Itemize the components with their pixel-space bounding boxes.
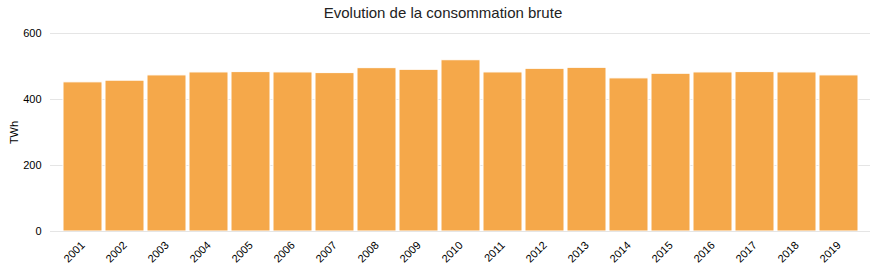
svg-text:2005: 2005 <box>229 239 255 265</box>
svg-text:2003: 2003 <box>145 239 171 265</box>
svg-text:2011: 2011 <box>482 239 507 264</box>
svg-text:2008: 2008 <box>355 239 381 265</box>
svg-text:2012: 2012 <box>523 239 549 265</box>
svg-text:2018: 2018 <box>775 239 801 265</box>
svg-text:2014: 2014 <box>607 239 633 265</box>
svg-text:2013: 2013 <box>565 239 591 265</box>
svg-text:2007: 2007 <box>313 239 339 265</box>
svg-text:2019: 2019 <box>817 239 843 265</box>
svg-text:TWh: TWh <box>8 121 20 144</box>
svg-text:0: 0 <box>35 225 41 237</box>
svg-text:200: 200 <box>23 159 41 171</box>
svg-text:2017: 2017 <box>733 239 759 265</box>
svg-text:2006: 2006 <box>271 239 297 265</box>
html-text:Evolution de la consommation b: Evolution de la consommation brute <box>323 4 563 21</box>
svg-text:600: 600 <box>23 27 41 39</box>
svg-text:2010: 2010 <box>439 239 465 265</box>
svg-text:400: 400 <box>23 93 41 105</box>
svg-text:2002: 2002 <box>103 239 129 265</box>
svg-text:2009: 2009 <box>397 239 423 265</box>
svg-text:2015: 2015 <box>649 239 675 265</box>
svg-text:2016: 2016 <box>691 239 717 265</box>
svg-text:2004: 2004 <box>187 239 213 265</box>
svg-text:2001: 2001 <box>61 239 87 265</box>
